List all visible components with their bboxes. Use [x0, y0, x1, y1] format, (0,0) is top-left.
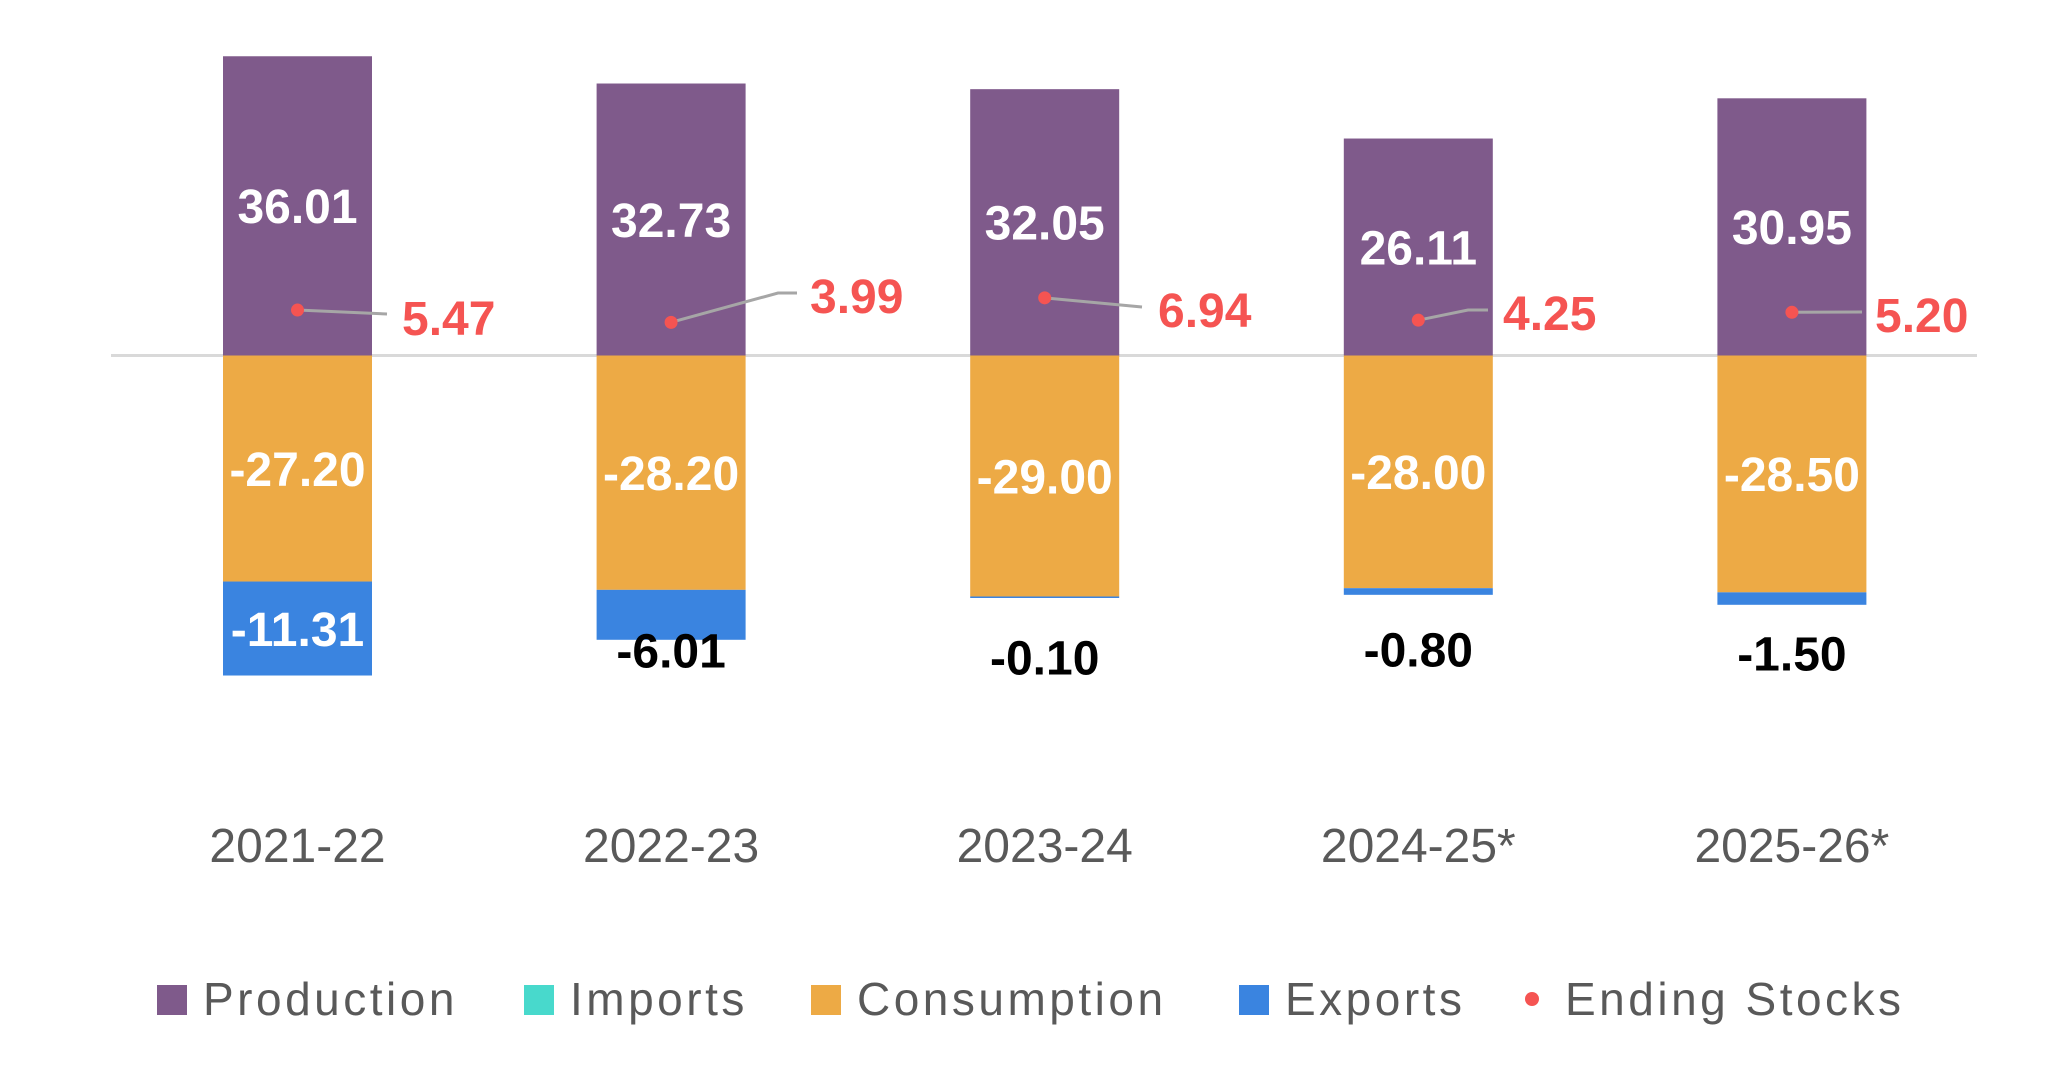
- legend-item-ending-stocks: Ending Stocks: [1525, 973, 1905, 1025]
- bar-exports-2023-24: [970, 596, 1120, 598]
- leader-line-2024-25: [1417, 308, 1488, 322]
- bar-consumption-2022-23: [596, 355, 746, 590]
- bar-consumption-2025-26: [1717, 355, 1867, 593]
- value-label-consumption-2025-26: -28.50: [1724, 449, 1860, 502]
- legend: Production Imports Consumption Exports Endin…: [157, 973, 1905, 1025]
- value-label-exports-2025-26: -1.50: [1737, 628, 1846, 681]
- category-label-2023-24: 2023-24: [957, 820, 1133, 873]
- value-label-exports-2023-24: -0.10: [990, 632, 1099, 685]
- category-labels-layer: 2021-22 2022-23 2023-24 2024-25* 2025-26*: [209, 820, 1889, 873]
- point-ending-stocks-2025-26: [1785, 305, 1799, 319]
- legend-marker-square-icon: [157, 985, 187, 1015]
- bar-consumption-2021-22: [223, 355, 372, 582]
- bar-exports-2025-26: [1717, 592, 1867, 605]
- category-label-2021-22: 2021-22: [209, 820, 385, 873]
- value-label-exports-2024-25: -0.80: [1364, 624, 1473, 677]
- legend-marker-square-icon: [811, 985, 841, 1015]
- value-label-consumption-2021-22: -27.20: [229, 444, 365, 497]
- legend-marker-dot-icon: [1525, 992, 1539, 1006]
- value-label-production-2022-23: 32.73: [611, 195, 731, 248]
- bar-exports-2022-23: [596, 589, 746, 640]
- bar-production-2023-24: [970, 89, 1120, 356]
- ending-stocks-points-layer: [291, 291, 1799, 329]
- point-ending-stocks-2021-22: [291, 303, 304, 317]
- leader-line-2023-24: [1044, 296, 1143, 309]
- legend-marker-square-icon: [524, 985, 554, 1015]
- point-ending-stocks-2023-24: [1038, 291, 1052, 305]
- category-label-2022-23: 2022-23: [583, 820, 759, 873]
- value-label-ending-stocks-2025-26: 5.20: [1875, 290, 1968, 343]
- legend-label: Production: [203, 973, 458, 1025]
- value-label-production-2023-24: 32.05: [985, 198, 1105, 251]
- bar-exports-2021-22: [223, 581, 372, 676]
- point-ending-stocks-2024-25: [1411, 313, 1425, 327]
- bar-consumption-2023-24: [970, 355, 1120, 597]
- value-label-consumption-2022-23: -28.20: [603, 448, 739, 501]
- value-label-ending-stocks-2024-25: 4.25: [1503, 288, 1596, 341]
- legend-item-imports: Imports: [524, 973, 748, 1025]
- value-label-production-2025-26: 30.95: [1732, 202, 1852, 255]
- category-label-2025-26: 2025-26*: [1694, 820, 1889, 873]
- legend-item-production: Production: [157, 973, 458, 1025]
- bar-consumption-2024-25: [1343, 355, 1493, 589]
- value-label-production-2021-22: 36.01: [237, 181, 357, 234]
- point-ending-stocks-2022-23: [664, 315, 678, 329]
- legend-label: Ending Stocks: [1565, 973, 1905, 1025]
- legend-marker-square-icon: [1239, 985, 1269, 1015]
- value-label-exports-2021-22: -11.31: [231, 604, 364, 657]
- legend-label: Consumption: [857, 973, 1167, 1025]
- value-label-ending-stocks-2021-22: 5.47: [402, 293, 495, 346]
- value-label-exports-2022-23: -6.01: [616, 625, 725, 678]
- legend-item-exports: Exports: [1239, 973, 1465, 1025]
- legend-label: Exports: [1285, 973, 1465, 1025]
- value-labels-layer: 36.01 -27.20 -11.31 32.73 -28.20 -6.01 32.05 -2…: [229, 181, 1968, 685]
- value-label-consumption-2024-25: -28.00: [1350, 447, 1486, 500]
- category-label-2024-25: 2024-25*: [1321, 820, 1516, 873]
- legend-label: Imports: [570, 973, 748, 1025]
- legend-item-consumption: Consumption: [811, 973, 1167, 1025]
- value-label-ending-stocks-2023-24: 6.94: [1158, 285, 1252, 338]
- leader-line-2022-23: [670, 291, 797, 324]
- bars-layer: [223, 56, 1867, 676]
- bar-exports-2024-25: [1343, 588, 1493, 595]
- leader-line-2021-22: [297, 308, 388, 316]
- leader-lines-layer: [297, 291, 1863, 324]
- value-label-production-2024-25: 26.11: [1360, 222, 1477, 275]
- value-label-ending-stocks-2022-23: 3.99: [810, 271, 903, 324]
- value-label-consumption-2023-24: -29.00: [977, 451, 1113, 504]
